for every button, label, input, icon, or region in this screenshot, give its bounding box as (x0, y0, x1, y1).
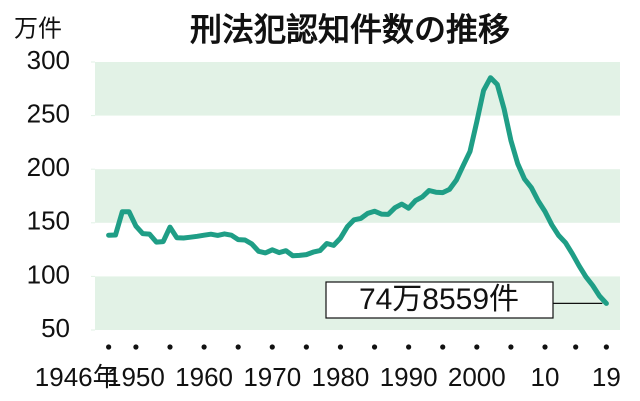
y-tick-label: 250 (27, 98, 70, 128)
x-tick-label: 1980 (312, 362, 370, 392)
x-minor-dot (371, 344, 378, 350)
y-tick-label: 100 (27, 259, 70, 289)
x-tick-dot (133, 344, 139, 350)
annotation: 74万8559件 (359, 283, 519, 316)
x-tick-label: 1946年 (35, 362, 119, 392)
x-minor-dot (440, 344, 446, 350)
x-minor-dot (167, 344, 173, 350)
y-tick-label: 200 (27, 152, 70, 182)
x-minor-dot (303, 344, 309, 350)
y-tick-label: 150 (27, 206, 70, 236)
x-tick-dot (603, 344, 609, 350)
x-tick-dot (269, 344, 275, 350)
x-tick-dot (406, 344, 412, 350)
x-tick-dot (106, 344, 112, 350)
y-tick-label: 50 (41, 313, 70, 343)
x-tick-dot (542, 344, 548, 350)
data-line (106, 75, 609, 306)
y-unit: 万件 (14, 15, 62, 42)
x-tick-label: 10 (531, 362, 560, 392)
x-tick-label: 1950 (107, 362, 165, 392)
grid-band (95, 169, 620, 223)
x-tick-label: 2000 (448, 362, 506, 392)
grid-band (95, 62, 620, 116)
chart-title: 刑法犯認知件数の推移 (190, 11, 510, 47)
x-tick-dot (337, 344, 344, 350)
x-minor-dot (235, 344, 241, 350)
annotation-box (325, 281, 554, 319)
x-tick-label: 1990 (380, 362, 438, 392)
x-tick-label: 1960 (175, 362, 233, 392)
x-tick-dot (201, 344, 207, 350)
x-minor-dot (573, 344, 579, 350)
x-minor-dot (508, 344, 514, 350)
y-tick-label: 300 (27, 45, 70, 75)
x-tick-dot (474, 344, 480, 350)
x-tick-label: 1970 (243, 362, 301, 392)
x-tick-label: 19 (592, 362, 621, 392)
